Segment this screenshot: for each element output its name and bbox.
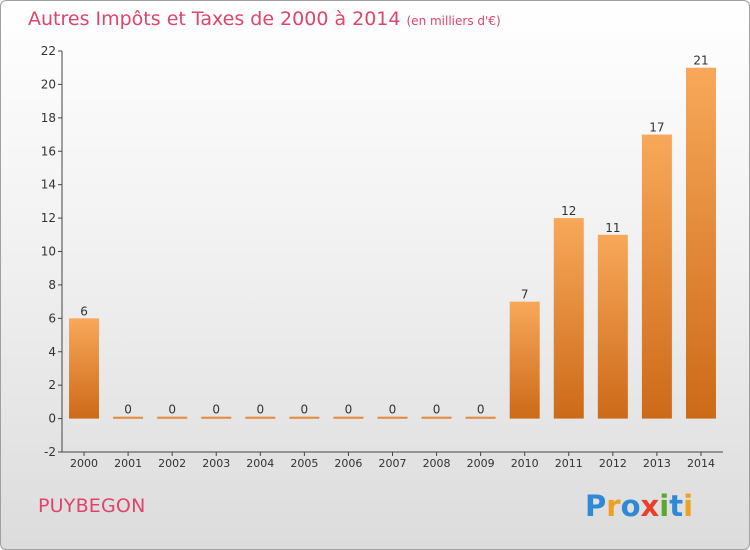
bar-value-label: 6: [80, 304, 88, 318]
commune-name: PUYBEGON: [38, 495, 146, 517]
bar: [465, 416, 496, 419]
x-tick-label: 2008: [423, 457, 451, 470]
proxiti-logo: Proxiti: [585, 489, 693, 523]
bar-value-label: 0: [433, 403, 441, 417]
x-tick-label: 2009: [467, 457, 495, 470]
y-tick-label: -2: [44, 445, 56, 459]
bar-value-label: 0: [345, 403, 353, 417]
x-tick-label: 2002: [158, 457, 186, 470]
logo-letter: r: [606, 489, 621, 523]
unit-label: (en milliers d'€): [406, 14, 501, 28]
logo-letter: i: [659, 489, 670, 523]
bar: [69, 318, 100, 419]
chart-title: Autres Impôts et Taxes de 2000 à 2014 (en…: [28, 8, 501, 30]
bar-value-label: 0: [212, 403, 220, 417]
bar: [509, 301, 540, 419]
y-tick-label: 2: [48, 378, 56, 392]
bar: [597, 234, 628, 419]
bar: [641, 134, 672, 419]
bar-value-label: 17: [649, 121, 664, 135]
bar-value-label: 0: [256, 403, 264, 417]
bar-value-label: 0: [168, 403, 176, 417]
bar: [421, 416, 452, 419]
bar: [201, 416, 232, 419]
y-tick-label: 6: [48, 311, 56, 325]
bar-value-label: 7: [521, 288, 529, 302]
y-tick-label: 4: [48, 345, 56, 359]
logo-letter: o: [620, 489, 641, 523]
x-tick-label: 2011: [555, 457, 583, 470]
y-tick-label: 12: [41, 211, 56, 225]
x-tick-label: 2001: [114, 457, 142, 470]
bar: [113, 416, 144, 419]
logo-letter: P: [585, 489, 607, 523]
y-tick-label: 16: [41, 144, 56, 158]
x-tick-label: 2010: [511, 457, 539, 470]
y-tick-label: 20: [41, 77, 56, 91]
bar: [245, 416, 276, 419]
x-tick-label: 2004: [246, 457, 274, 470]
y-tick-label: 18: [41, 111, 56, 125]
axes: -2 0 2 4 6 8 10 12 14 16 18 20 22 2000 2001 2002 2003 200…: [41, 44, 723, 470]
bar: [333, 416, 364, 419]
x-tick-label: 2003: [202, 457, 230, 470]
bar-value-label: 0: [389, 403, 397, 417]
logo-letter: x: [640, 489, 660, 523]
y-tick-label: 0: [48, 412, 56, 426]
x-tick-label: 2000: [70, 457, 98, 470]
bar-value-label: 0: [124, 403, 132, 417]
bar: [289, 416, 320, 419]
bar: [377, 416, 408, 419]
x-tick-label: 2006: [334, 457, 362, 470]
bar-value-label: 12: [561, 204, 576, 218]
x-tick-label: 2007: [379, 457, 407, 470]
bar: [157, 416, 188, 419]
bar-value-label: 11: [605, 221, 620, 235]
bars: 6 0 0 0 0 0 0 0 0 0 7 12 11 17 21: [69, 54, 716, 419]
title-text: Autres Impôts et Taxes de 2000 à 2014: [28, 8, 401, 30]
bar-value-label: 0: [477, 403, 485, 417]
bar: [553, 218, 584, 419]
bar-value-label: 0: [301, 403, 309, 417]
y-tick-label: 10: [41, 245, 56, 259]
x-tick-label: 2014: [687, 457, 715, 470]
y-tick-label: 8: [48, 278, 56, 292]
y-tick-label: 22: [41, 44, 56, 58]
logo-letter: t: [669, 489, 684, 523]
x-tick-label: 2005: [290, 457, 318, 470]
bar-value-label: 21: [693, 54, 708, 68]
bar: [685, 67, 716, 419]
logo-letter: i: [683, 489, 694, 523]
y-tick-label: 14: [41, 178, 56, 192]
x-tick-label: 2012: [599, 457, 627, 470]
x-tick-label: 2013: [643, 457, 671, 470]
